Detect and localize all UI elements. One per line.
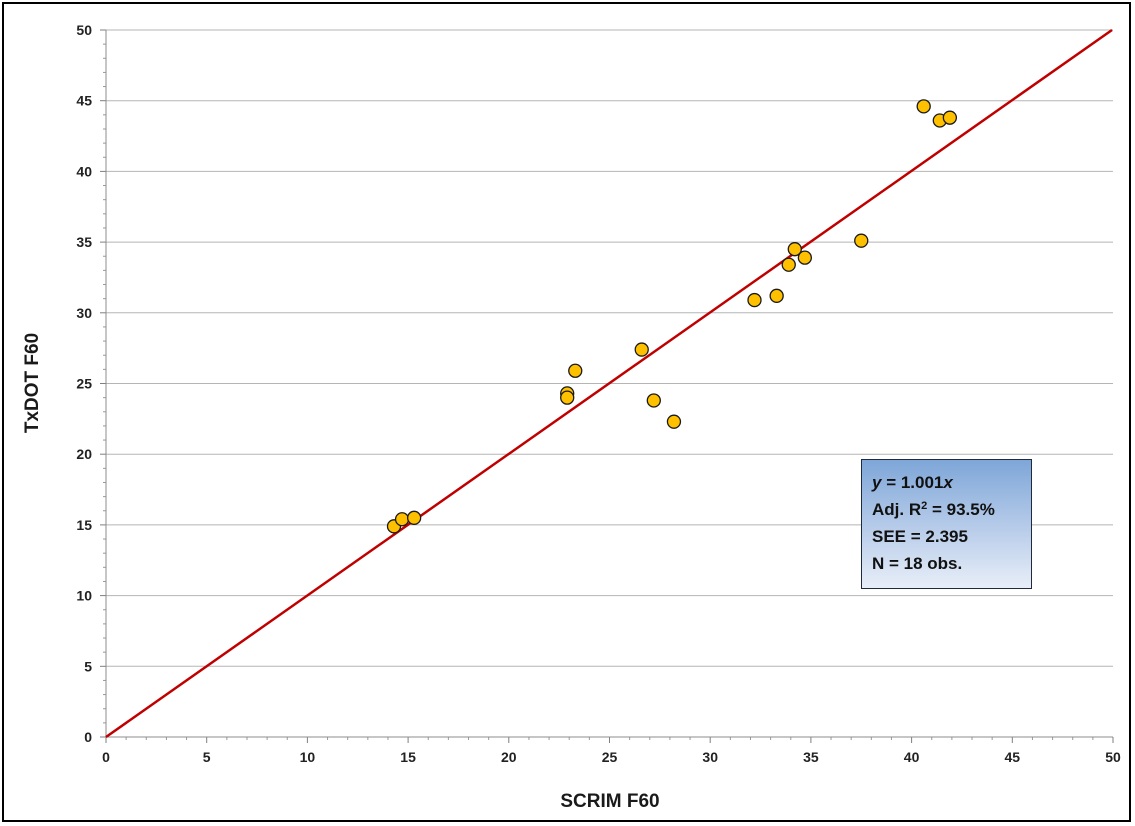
gridlines [106,29,1113,667]
see-line: SEE = 2.395 [872,527,968,546]
data-point [406,510,422,525]
data-point [394,512,410,527]
x-tick-label: 40 [904,749,920,765]
y-tick-label: 10 [76,588,92,604]
tick-labels: 0 5 10 15 20 25 30 35 40 45 50 0 5 10 15 20 25 30 35 40 45 50 [76,22,1121,765]
x-tick-label: 45 [1005,749,1021,765]
y-tick-label: 25 [76,376,92,392]
equation-line: y = 1.001x [872,469,1021,496]
data-point [781,257,796,272]
y-tick-label: 45 [76,93,92,109]
y-tick-label: 50 [76,22,92,38]
x-tick-label: 20 [501,749,517,765]
y-tick-label: 30 [76,305,92,321]
data-point [747,292,762,308]
data-point [916,99,931,114]
data-point [787,242,802,257]
y-tick-label: 40 [76,163,92,179]
data-point [634,342,649,357]
x-tick-label: 50 [1105,749,1121,765]
axes [100,29,1114,743]
data-point [560,390,575,405]
equation-middle: = 1.001 [881,473,944,492]
y-tick-label: 15 [76,517,92,533]
trendline [105,28,1113,739]
data-point [797,250,813,265]
data-point [854,233,869,248]
y-tick-label: 20 [76,446,92,462]
data-point [568,363,583,378]
r-squared-line: Adj. R2 = 93.5% [872,496,1021,523]
x-tick-label: 30 [702,749,718,765]
x-tick-label: 25 [602,749,618,765]
equation-y: y [872,473,882,492]
data-point [769,288,784,303]
r2-prefix: Adj. R [872,500,922,519]
regression-stats-box: y = 1.001x Adj. R2 = 93.5% SEE = 2.395 N… [861,459,1032,589]
data-point [942,110,958,125]
data-point [666,414,682,429]
y-tick-label: 35 [76,234,92,250]
data-point [646,393,661,408]
y-tick-label: 5 [84,658,92,674]
equation-x: x [943,473,953,492]
x-tick-label: 10 [300,749,316,765]
r2-superscript: 2 [921,500,928,512]
data-points [386,99,958,534]
x-tick-label: 0 [102,749,110,765]
x-tick-label: 15 [400,749,416,765]
y-tick-label: 0 [84,729,92,745]
x-tick-label: 35 [803,749,819,765]
r2-value: = 93.5% [927,500,995,519]
x-tick-label: 5 [203,749,211,765]
n-obs-line: N = 18 obs. [872,554,963,573]
x-axis-title: SCRIM F60 [560,791,659,812]
y-axis-title: TxDOT F60 [22,333,43,433]
trendline-layer [105,28,1113,739]
